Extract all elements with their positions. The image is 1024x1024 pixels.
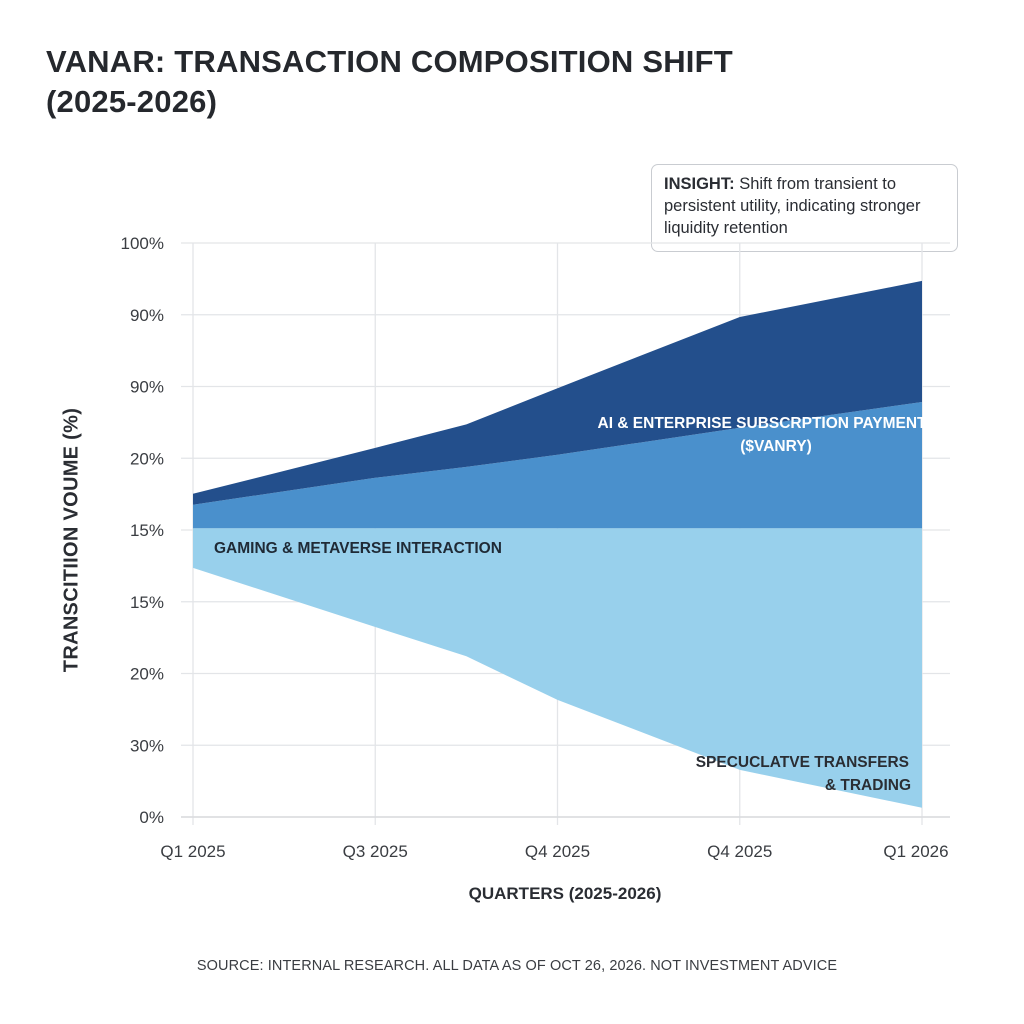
chart-title: VANAR: TRANSACTION COMPOSITION SHIFT (20…: [46, 42, 806, 122]
y-tick-label: 20%: [130, 665, 164, 684]
y-tick-label: 15%: [130, 593, 164, 612]
area-gaming-metaverse: [193, 402, 922, 529]
series-label-speculative: SPECUCLATVE TRANSFERS: [696, 754, 909, 771]
x-tick-label: Q1 2026: [883, 842, 948, 861]
series-label-ai-enterprise: AI & ENTERPRISE SUBSCRPTION PAYMENT: [598, 415, 928, 432]
series-label-ai-enterprise-line2: ($VANRY): [740, 438, 811, 455]
insight-text: Shift from transient to persistent utili…: [664, 175, 921, 237]
y-tick-labels: 100% 90% 90% 20% 15% 15% 20% 30% 0%: [121, 234, 164, 827]
y-tick-label: 90%: [130, 306, 164, 325]
x-axis-label: QUARTERS (2025-2026): [468, 884, 662, 903]
area-layers: [193, 280, 922, 808]
y-axis-label: TRANSCITIION VOUME (%): [60, 407, 83, 673]
series-labels: GAMING & METAVERSE INTERACTION AI & ENTER…: [214, 415, 927, 794]
chart-title-line-1: VANAR: TRANSACTION COMPOSITION SHIFT: [46, 44, 733, 79]
x-tick-label: Q4 2025: [707, 842, 772, 861]
insight-heading: INSIGHT:: [664, 175, 735, 193]
series-label-gaming-metaverse: GAMING & METAVERSE INTERACTION: [214, 540, 502, 557]
y-tick-label: 90%: [130, 378, 164, 397]
y-tick-label: 15%: [130, 521, 164, 540]
source-footnote: SOURCE: INTERNAL RESEARCH. ALL DATA AS O…: [196, 958, 838, 974]
series-label-speculative-line2: & TRADING: [825, 777, 911, 794]
x-tick-label: Q1 2025: [160, 842, 225, 861]
area-speculative-transfers: [193, 528, 922, 808]
area-ai-enterprise: [193, 280, 922, 505]
x-tick-label: Q4 2025: [525, 842, 590, 861]
y-tick-label: 0%: [139, 808, 164, 827]
chart-title-line-2: (2025-2026): [46, 84, 218, 119]
x-tick-labels: Q1 2025 Q3 2025 Q4 2025 Q4 2025 Q1 2026: [160, 842, 948, 861]
y-tick-label: 100%: [121, 234, 164, 253]
x-tick-label: Q3 2025: [343, 842, 408, 861]
y-tick-label: 30%: [130, 736, 164, 755]
insight-annotation-box: INSIGHT: Shift from transient to persist…: [651, 164, 958, 252]
y-tick-label: 20%: [130, 449, 164, 468]
